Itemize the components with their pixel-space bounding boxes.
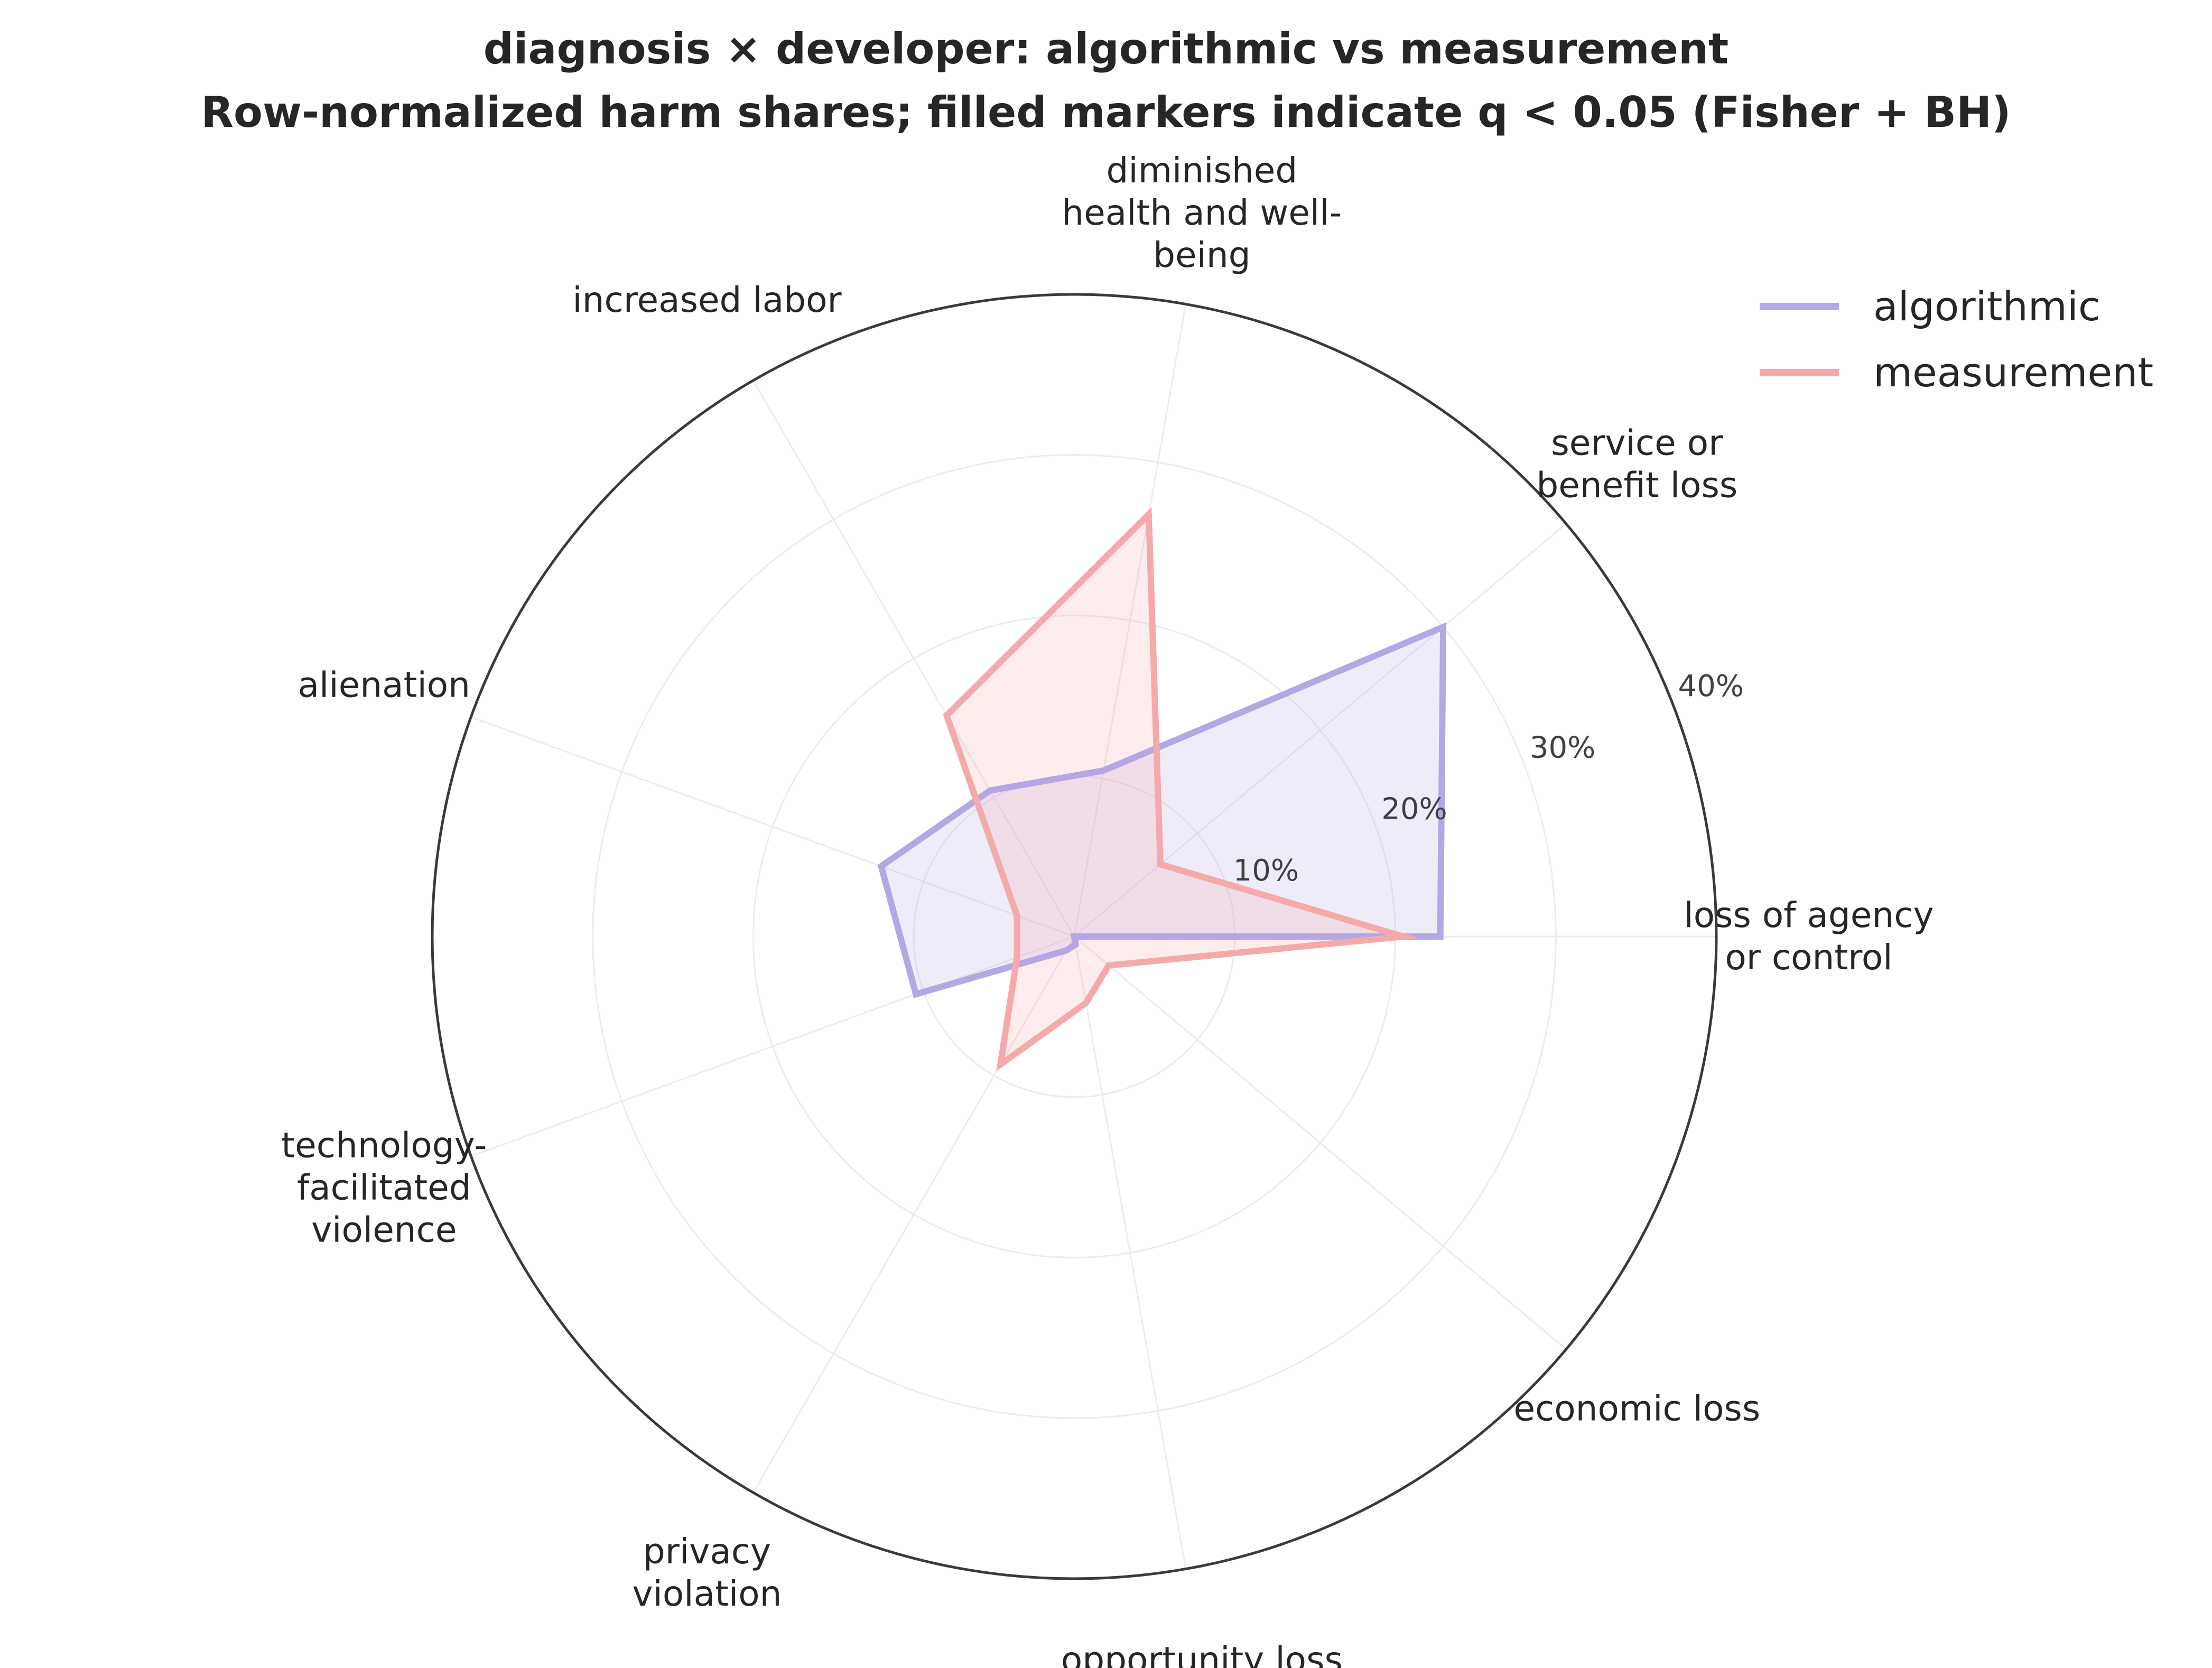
- radial-tick-labels: 10% 20% 30% 40%: [1233, 669, 1744, 888]
- series-line-measurement: [943, 507, 1420, 1072]
- r-tick-label-3: 40%: [1678, 669, 1744, 703]
- category-label-7: opportunity loss: [1061, 1639, 1343, 1668]
- category-label-line: opportunity loss: [1061, 1639, 1343, 1668]
- grid-spoke-2: [1073, 304, 1187, 937]
- r-tick-label-2: 30%: [1530, 730, 1595, 765]
- category-label-line: privacy: [643, 1531, 771, 1572]
- category-label-line: being: [1153, 235, 1251, 275]
- series-line-algorithmic: [877, 622, 1447, 998]
- r-tick-label-0: 10%: [1233, 854, 1299, 888]
- grid-spoke-7: [1073, 936, 1187, 1569]
- category-label-line: alienation: [298, 665, 470, 706]
- polar-grid: [431, 293, 1718, 1580]
- legend: algorithmic measurement: [1760, 283, 2153, 396]
- series-fill-algorithmic: [881, 627, 1444, 995]
- grid-spoke-1: [1074, 523, 1567, 938]
- grid-spoke-4: [470, 716, 1075, 938]
- r-tick-label-1: 20%: [1381, 792, 1447, 827]
- outer-circle: [431, 293, 1718, 1580]
- category-label-8: economic loss: [1513, 1388, 1760, 1429]
- grid-spoke-6: [752, 936, 1075, 1493]
- category-label-line: health and well-: [1062, 192, 1342, 233]
- category-label-line: technology-: [281, 1125, 487, 1165]
- category-label-line: diminished: [1106, 150, 1297, 191]
- category-label-line: violation: [633, 1573, 782, 1614]
- chart-title-line-2: Row-normalized harm shares; filled marke…: [201, 88, 2011, 137]
- category-label-line: benefit loss: [1536, 465, 1737, 506]
- category-label-3: increased labor: [572, 280, 842, 320]
- series-fill-measurement: [946, 514, 1404, 1064]
- legend-label-algorithmic: algorithmic: [1873, 283, 2101, 330]
- grid-spoke-5: [470, 935, 1075, 1157]
- category-label-line: or control: [1725, 937, 1892, 978]
- category-label-line: economic loss: [1513, 1388, 1760, 1429]
- category-label-4: alienation: [298, 665, 470, 706]
- category-label-line: loss of agency: [1684, 895, 1934, 935]
- category-label-line: facilitated: [297, 1167, 471, 1208]
- chart-title-line-1: diagnosis × developer: algorithmic vs me…: [484, 24, 1728, 73]
- category-label-line: violence: [311, 1209, 457, 1250]
- series-polygons: [877, 507, 1447, 1072]
- legend-label-measurement: measurement: [1873, 349, 2153, 396]
- grid-spoke-3: [752, 380, 1075, 937]
- category-label-line: service or: [1551, 423, 1723, 464]
- category-label-line: increased labor: [572, 280, 842, 320]
- grid-spoke-8: [1074, 935, 1567, 1350]
